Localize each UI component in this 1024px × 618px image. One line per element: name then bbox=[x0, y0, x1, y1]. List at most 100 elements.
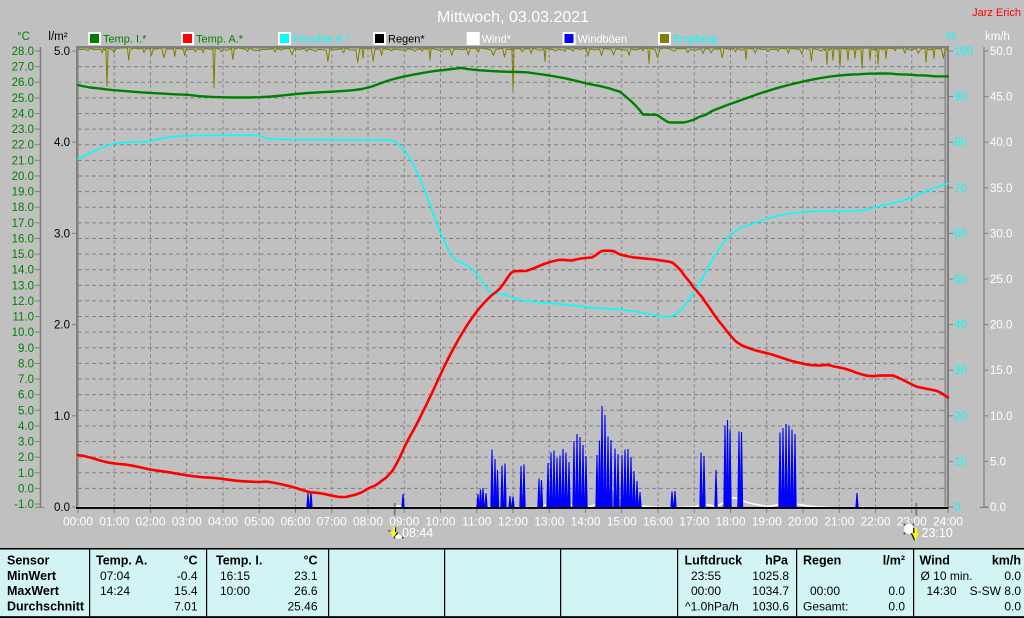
svg-text:11.0: 11.0 bbox=[12, 312, 34, 324]
svg-text:4.0: 4.0 bbox=[18, 421, 34, 433]
svg-text:03:00: 03:00 bbox=[172, 515, 202, 529]
svg-text:Gesamt:: Gesamt: bbox=[803, 600, 848, 614]
svg-text:27.0: 27.0 bbox=[12, 62, 34, 74]
svg-text:14:30: 14:30 bbox=[927, 584, 957, 598]
svg-text:18:00: 18:00 bbox=[715, 515, 745, 529]
svg-text:19:00: 19:00 bbox=[752, 515, 782, 529]
svg-text:Temp. I.: Temp. I. bbox=[216, 553, 262, 567]
svg-text:21:00: 21:00 bbox=[824, 515, 854, 529]
svg-text:14.0: 14.0 bbox=[12, 265, 34, 277]
svg-text:Jarz Erich: Jarz Erich bbox=[972, 7, 1021, 19]
svg-text:24.0: 24.0 bbox=[12, 108, 34, 120]
svg-text:30.0: 30.0 bbox=[990, 228, 1012, 240]
svg-text:Durchschnitt: Durchschnitt bbox=[7, 600, 85, 614]
svg-text:Regen*: Regen* bbox=[388, 34, 425, 46]
svg-text:l/m²: l/m² bbox=[883, 553, 905, 567]
svg-text:13.0: 13.0 bbox=[12, 280, 34, 292]
svg-text:50: 50 bbox=[954, 274, 967, 286]
svg-text:26.6: 26.6 bbox=[294, 584, 318, 598]
svg-text:Temp. A.: Temp. A. bbox=[96, 553, 147, 567]
svg-text:MaxWert: MaxWert bbox=[7, 584, 60, 598]
svg-text:40.0: 40.0 bbox=[990, 137, 1012, 149]
svg-text:1.0: 1.0 bbox=[54, 411, 70, 423]
svg-text:Windböen: Windböen bbox=[578, 34, 628, 46]
svg-text:3.0: 3.0 bbox=[54, 228, 70, 240]
svg-text:hPa: hPa bbox=[765, 553, 789, 567]
svg-text:10:00: 10:00 bbox=[425, 515, 455, 529]
svg-text:9.0: 9.0 bbox=[18, 343, 34, 355]
svg-text:30: 30 bbox=[954, 365, 967, 377]
svg-text:15.4: 15.4 bbox=[174, 584, 198, 598]
svg-text:2.0: 2.0 bbox=[54, 320, 70, 332]
svg-text:25.46: 25.46 bbox=[287, 600, 317, 614]
svg-text:14:00: 14:00 bbox=[570, 515, 600, 529]
svg-text:0.0: 0.0 bbox=[1004, 600, 1021, 614]
svg-text:-0.4: -0.4 bbox=[177, 569, 198, 583]
svg-text:17:00: 17:00 bbox=[679, 515, 709, 529]
svg-text:-1.0: -1.0 bbox=[14, 499, 34, 511]
svg-text:Sensor: Sensor bbox=[7, 553, 50, 567]
svg-text:Temp. I.*: Temp. I.* bbox=[103, 34, 147, 46]
svg-text:22:00: 22:00 bbox=[860, 515, 890, 529]
svg-text:60: 60 bbox=[954, 228, 967, 240]
svg-text:18.0: 18.0 bbox=[12, 202, 34, 214]
svg-text:2.0: 2.0 bbox=[18, 452, 34, 464]
svg-text:90: 90 bbox=[954, 92, 967, 104]
svg-text:10:00: 10:00 bbox=[220, 584, 250, 598]
svg-text:4.0: 4.0 bbox=[54, 137, 70, 149]
svg-text:11:00: 11:00 bbox=[462, 515, 491, 529]
svg-text:01:00: 01:00 bbox=[99, 515, 129, 529]
svg-text:0.0: 0.0 bbox=[888, 584, 905, 598]
svg-text:23.0: 23.0 bbox=[12, 124, 34, 136]
svg-text:0.0: 0.0 bbox=[1004, 569, 1021, 583]
svg-text:°C: °C bbox=[303, 553, 317, 567]
svg-text:12.0: 12.0 bbox=[12, 296, 34, 308]
svg-text:40: 40 bbox=[954, 320, 967, 332]
svg-text:Wind: Wind bbox=[920, 553, 950, 567]
svg-text:l/m²: l/m² bbox=[48, 31, 67, 43]
svg-text:1.0: 1.0 bbox=[18, 468, 34, 480]
svg-text:25.0: 25.0 bbox=[12, 93, 34, 105]
svg-text:20: 20 bbox=[954, 411, 967, 423]
svg-text:3.0: 3.0 bbox=[18, 437, 34, 449]
svg-text:8.0: 8.0 bbox=[18, 358, 34, 370]
svg-text:10: 10 bbox=[954, 456, 967, 468]
svg-text:Wind*: Wind* bbox=[482, 34, 512, 46]
svg-text:km/h: km/h bbox=[985, 31, 1010, 43]
svg-text:25.0: 25.0 bbox=[990, 274, 1012, 286]
svg-text:0.0: 0.0 bbox=[990, 502, 1006, 514]
svg-text:Temp. A.*: Temp. A.* bbox=[196, 34, 244, 46]
svg-text:17.0: 17.0 bbox=[12, 218, 34, 230]
svg-text:km/h: km/h bbox=[992, 553, 1021, 567]
svg-text:14:24: 14:24 bbox=[100, 584, 130, 598]
svg-text:00:00: 00:00 bbox=[810, 584, 840, 598]
svg-text:Regen: Regen bbox=[803, 553, 841, 567]
svg-text:1034.7: 1034.7 bbox=[752, 584, 789, 598]
svg-text:10.0: 10.0 bbox=[990, 411, 1012, 423]
svg-text:10.0: 10.0 bbox=[12, 327, 34, 339]
svg-text:20:00: 20:00 bbox=[788, 515, 818, 529]
svg-text:15.0: 15.0 bbox=[12, 249, 34, 261]
svg-text:21.0: 21.0 bbox=[12, 155, 34, 167]
svg-text:22.0: 22.0 bbox=[12, 140, 34, 152]
svg-text:7.01: 7.01 bbox=[174, 600, 198, 614]
svg-text:02:00: 02:00 bbox=[135, 515, 165, 529]
svg-text:13:00: 13:00 bbox=[534, 515, 564, 529]
svg-text:26.0: 26.0 bbox=[12, 77, 34, 89]
svg-text:5.0: 5.0 bbox=[18, 405, 34, 417]
svg-text:20.0: 20.0 bbox=[12, 171, 34, 183]
svg-text:Mittwoch, 03.03.2021: Mittwoch, 03.03.2021 bbox=[437, 9, 589, 26]
svg-text:09:00: 09:00 bbox=[389, 515, 419, 529]
svg-text:00:00: 00:00 bbox=[691, 584, 721, 598]
svg-text:23:55: 23:55 bbox=[691, 569, 721, 583]
svg-text:100: 100 bbox=[954, 46, 973, 58]
svg-text:80: 80 bbox=[954, 137, 967, 149]
svg-text:5.0: 5.0 bbox=[990, 456, 1006, 468]
svg-text:70: 70 bbox=[954, 183, 967, 195]
svg-text:MinWert: MinWert bbox=[7, 569, 57, 583]
svg-text:S-SW 8.0: S-SW 8.0 bbox=[970, 584, 1022, 598]
svg-text:24:00: 24:00 bbox=[933, 515, 963, 529]
svg-text:15.0: 15.0 bbox=[990, 365, 1012, 377]
svg-text:28.0: 28.0 bbox=[12, 46, 34, 58]
svg-text:Luftdruck: Luftdruck bbox=[685, 553, 743, 567]
